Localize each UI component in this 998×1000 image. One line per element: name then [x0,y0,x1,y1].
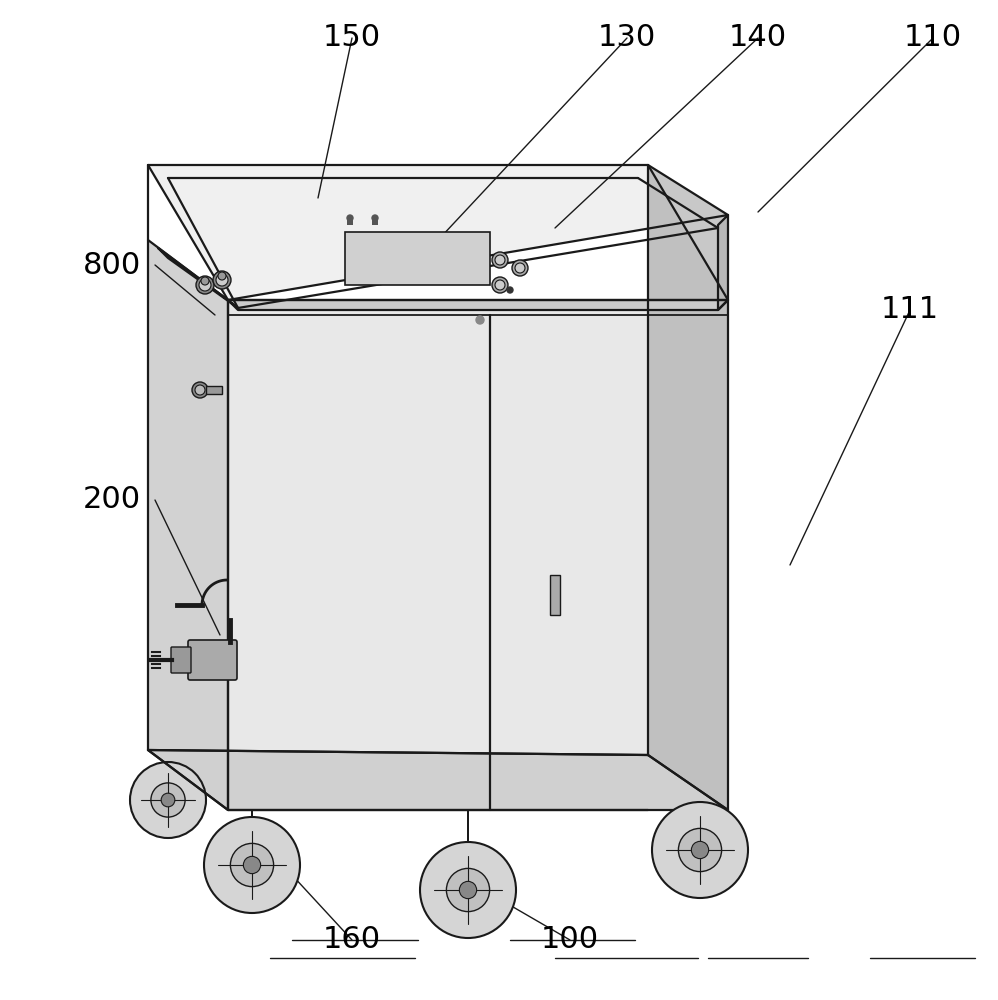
Text: 150: 150 [323,23,381,52]
Circle shape [347,215,353,221]
Polygon shape [228,300,728,310]
Polygon shape [718,215,728,310]
Text: 140: 140 [729,23,787,52]
Circle shape [218,272,226,280]
Bar [206,386,222,394]
Circle shape [244,856,260,874]
Circle shape [372,215,378,221]
Circle shape [492,277,508,293]
Circle shape [151,783,185,817]
FancyBboxPatch shape [171,647,191,673]
Polygon shape [648,165,728,810]
Circle shape [195,385,205,395]
Circle shape [495,280,505,290]
Circle shape [201,277,209,285]
Circle shape [420,842,516,938]
Polygon shape [148,750,728,810]
Text: 100: 100 [541,926,599,954]
Polygon shape [148,165,728,300]
Circle shape [446,868,490,912]
Circle shape [476,316,484,324]
Circle shape [515,263,525,273]
Bar [372,219,378,225]
Text: 200: 200 [83,486,141,514]
Circle shape [652,802,748,898]
FancyBboxPatch shape [188,640,237,680]
Text: 111: 111 [881,296,939,324]
Circle shape [679,828,722,872]
Circle shape [213,271,231,289]
Polygon shape [648,165,728,300]
Circle shape [196,276,214,294]
Text: 160: 160 [323,926,381,954]
Circle shape [192,382,208,398]
Polygon shape [158,248,238,308]
Polygon shape [228,300,728,810]
Circle shape [199,279,211,291]
Circle shape [492,252,508,268]
Polygon shape [345,232,490,285]
Circle shape [231,843,273,887]
Circle shape [161,793,175,807]
Circle shape [130,762,206,838]
Circle shape [512,260,528,276]
Text: 800: 800 [83,250,141,279]
Circle shape [495,255,505,265]
Text: 130: 130 [598,23,656,52]
Circle shape [692,841,709,859]
Polygon shape [148,240,228,810]
Bar [550,575,560,615]
Circle shape [216,274,228,286]
Circle shape [507,287,513,293]
Text: 110: 110 [904,23,962,52]
Bar [347,219,353,225]
Circle shape [459,881,477,899]
Circle shape [204,817,300,913]
